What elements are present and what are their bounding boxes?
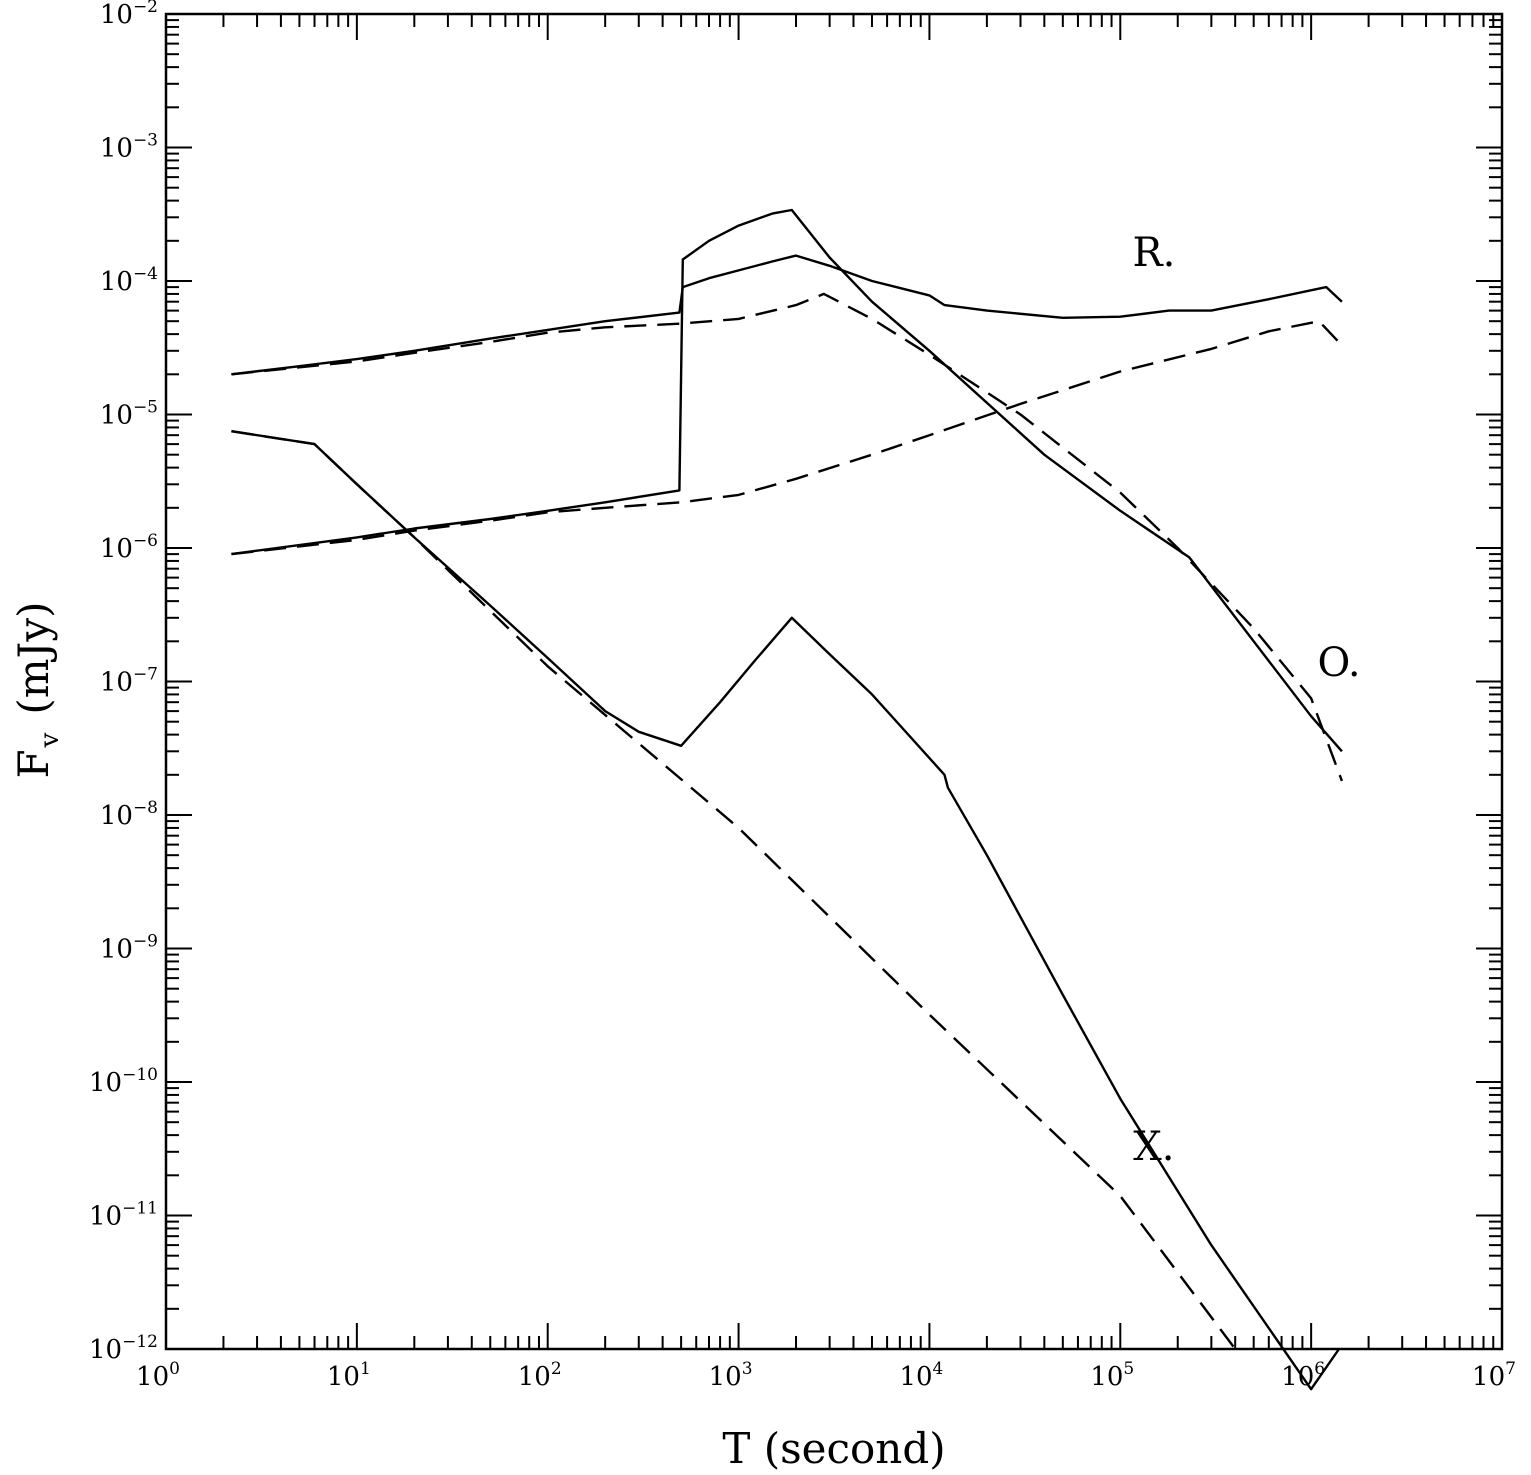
y-tick-label: 10−3: [100, 131, 158, 164]
y-tick-label: 10−2: [100, 0, 158, 30]
y-tick-label: 10−9: [100, 932, 158, 965]
plot-frame: [164, 12, 1504, 1351]
y-tick-label: 10−11: [89, 1199, 158, 1232]
major-ticks: [165, 13, 1503, 1350]
x-tick-label: 102: [518, 1359, 562, 1392]
series-layer: [231, 208, 1344, 1391]
y-axis-label: Fv (mJy): [9, 601, 65, 778]
x-tick-label: 101: [327, 1359, 371, 1392]
y-axis-label-sub: v: [35, 732, 65, 748]
y-tick-label: 10−10: [89, 1065, 158, 1098]
x-tick-label: 100: [136, 1359, 180, 1392]
minor-ticks: [166, 14, 1502, 1349]
svg-text:Fv(mJy): Fv (mJy): [9, 601, 65, 778]
curve-annotation: R.: [1132, 230, 1175, 276]
y-axis-label-unit: (mJy): [9, 601, 58, 714]
x-tick-label: 105: [1090, 1359, 1134, 1392]
curve-annotation: X.: [1133, 1124, 1174, 1170]
x-tick-label: 106: [1281, 1359, 1325, 1392]
series-line-1-solid: [231, 254, 1343, 376]
x-tick-labels: 100 101 102 103 104 105 106 107: [136, 1359, 1516, 1392]
x-axis-label: T (second): [722, 1424, 945, 1473]
x-tick-label: 103: [709, 1359, 753, 1392]
annotation-layer: R. O. X.: [1132, 230, 1360, 1170]
y-tick-labels: 10−12 10−11 10−10 10−9 10−8 10−7 10−6 10−5 10−4 1…: [89, 0, 158, 1365]
curve-annotation: O.: [1317, 640, 1360, 686]
series-line-3-solid: [231, 208, 1343, 753]
x-tick-label: 104: [899, 1359, 943, 1392]
series-line-6-dashed: [231, 430, 1237, 1350]
y-tick-label: 10−7: [100, 665, 158, 698]
x-tick-label: 107: [1472, 1359, 1516, 1392]
series-line-5-solid: [231, 430, 1340, 1391]
series-line-4-dashed: [231, 320, 1343, 556]
y-tick-label: 10−8: [100, 798, 158, 831]
y-tick-label: 10−5: [100, 398, 158, 431]
series-line-2-dashed: [231, 292, 1344, 782]
y-axis-label-main: F: [9, 749, 58, 778]
y-tick-label: 10−6: [100, 531, 158, 564]
y-tick-label: 10−4: [100, 264, 158, 297]
y-tick-label: 10−12: [89, 1332, 158, 1365]
